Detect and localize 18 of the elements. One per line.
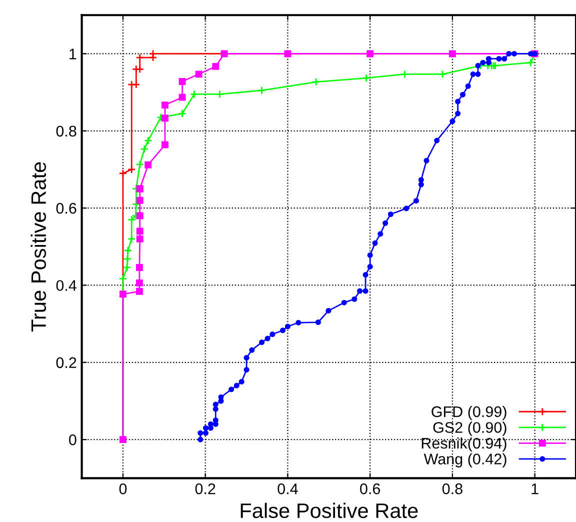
legend-label: Resnik(0.94) bbox=[422, 437, 506, 452]
y-tick-label: 0.8 bbox=[56, 126, 76, 137]
y-axis-title: True Positive Rate bbox=[30, 162, 46, 332]
x-tick-label: 0.6 bbox=[360, 483, 380, 494]
x-tick-label: 0.8 bbox=[442, 483, 462, 494]
y-tick-label: 0.6 bbox=[56, 202, 76, 214]
legend-label: GFD (0.99) bbox=[432, 406, 506, 420]
y-tick-label: 0 bbox=[69, 434, 76, 446]
x-tick-label: 0.2 bbox=[195, 483, 216, 494]
y-tick-label: 0.4 bbox=[56, 280, 76, 291]
y-tick-label: 0.2 bbox=[56, 357, 76, 368]
x-tick-label: 0 bbox=[119, 483, 127, 494]
y-tick-label: 1 bbox=[70, 48, 76, 60]
legend-label: Wang (0.42) bbox=[424, 453, 506, 468]
x-axis-title: False Positive Rate bbox=[240, 502, 418, 518]
legend-label: GS2 (0.90) bbox=[433, 422, 506, 436]
x-tick-label: 1 bbox=[532, 484, 538, 494]
x-tick-label: 0.4 bbox=[278, 483, 298, 494]
